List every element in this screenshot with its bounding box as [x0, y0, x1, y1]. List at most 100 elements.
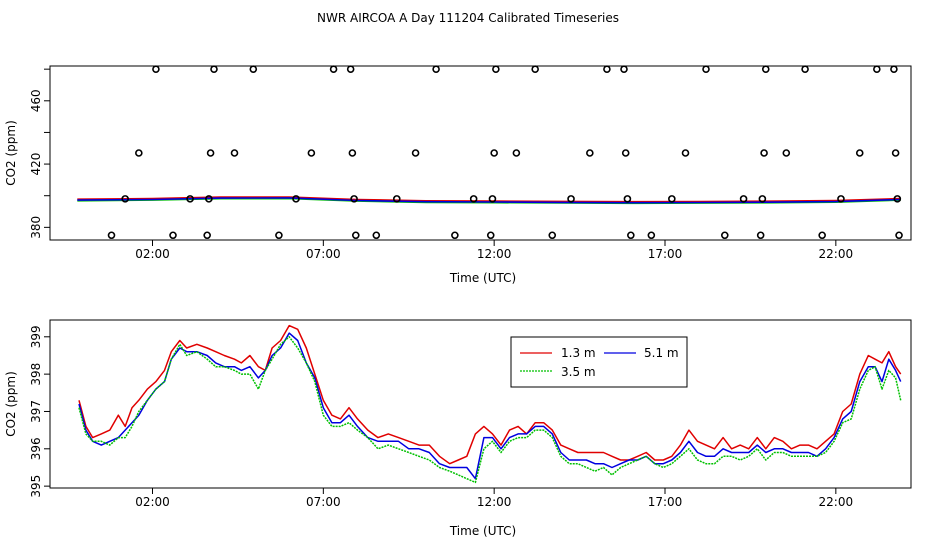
- x-tick-label: 17:00: [648, 495, 683, 509]
- scatter-point: [782, 149, 791, 157]
- legend-label-5-1m: 5.1 m: [644, 346, 679, 360]
- scatter-point: [135, 149, 143, 157]
- scatter-point: [739, 195, 748, 203]
- x-tick-label: 12:00: [477, 247, 512, 261]
- scatter-point: [469, 195, 478, 203]
- y-tick-label: 380: [29, 216, 43, 239]
- scatter-point: [668, 195, 676, 203]
- y-tick-label: 420: [29, 153, 43, 176]
- scatter-point: [548, 231, 557, 240]
- scatter-point: [720, 231, 729, 240]
- series-line-5-1m: [78, 332, 902, 480]
- scatter-point: [169, 231, 177, 240]
- scatter-point: [531, 65, 539, 73]
- scatter-point: [647, 231, 656, 240]
- scatter-point: [890, 65, 898, 73]
- scatter-point: [893, 195, 902, 203]
- scatter-point: [121, 195, 129, 203]
- legend-label-3-5m: 3.5 m: [561, 365, 596, 379]
- bottom-line-panel: 02:00 07:00 12:00 17:00 22:00 39539639739839…: [4, 319, 912, 538]
- scatter-point: [621, 149, 630, 157]
- scatter-point: [348, 149, 357, 157]
- scatter-point: [203, 231, 211, 240]
- scatter-point: [107, 231, 116, 240]
- scatter-point: [292, 195, 300, 203]
- scatter-point: [627, 231, 635, 240]
- scatter-point: [186, 195, 194, 203]
- y-tick-label: 396: [29, 437, 43, 460]
- scatter-point: [275, 231, 283, 240]
- scatter-point: [490, 149, 498, 157]
- bottom-series-lines: [78, 324, 902, 484]
- scatter-point: [761, 65, 770, 73]
- bottom-y-axis-label: CO2 (ppm): [4, 371, 18, 437]
- scatter-point: [230, 149, 239, 157]
- scatter-point: [249, 65, 258, 73]
- scatter-point: [152, 65, 160, 73]
- legend-box: [510, 336, 688, 388]
- y-tick-label: 397: [29, 400, 43, 423]
- scatter-point: [623, 195, 632, 203]
- legend-label-1-3m: 1.3 m: [561, 346, 596, 360]
- scatter-point: [620, 65, 628, 73]
- x-tick-label: 02:00: [135, 495, 170, 509]
- top-x-axis: 02:00 07:00 12:00 17:00 22:00: [135, 240, 853, 261]
- scatter-point: [329, 65, 338, 73]
- top-x-axis-label: Time (UTC): [449, 271, 516, 285]
- scatter-point: [488, 195, 497, 203]
- scatter-point: [756, 231, 765, 240]
- top-scatter-points: [107, 65, 903, 240]
- bottom-y-axis: 395 396 397 398 399: [29, 325, 50, 498]
- x-tick-label: 07:00: [306, 495, 341, 509]
- bottom-x-axis-label: Time (UTC): [449, 524, 516, 538]
- scatter-point: [586, 149, 594, 157]
- scatter-point: [837, 195, 845, 203]
- scatter-point: [855, 149, 864, 157]
- y-tick-label: 395: [29, 475, 43, 498]
- scatter-point: [205, 195, 213, 203]
- x-tick-label: 12:00: [477, 495, 512, 509]
- scatter-point: [702, 65, 710, 73]
- scatter-point: [372, 231, 381, 240]
- scatter-point: [210, 65, 218, 73]
- series-line-1-3m: [78, 324, 902, 465]
- scatter-point: [432, 65, 440, 73]
- scatter-point: [206, 149, 215, 157]
- top-plot-frame: [49, 65, 912, 241]
- scatter-point: [873, 65, 881, 73]
- scatter-point: [350, 195, 358, 203]
- scatter-point: [307, 149, 316, 157]
- scatter-point: [818, 231, 826, 240]
- scatter-point: [681, 149, 690, 157]
- scatter-point: [758, 195, 767, 203]
- scatter-point: [603, 65, 611, 73]
- scatter-point: [801, 65, 809, 73]
- top-y-axis-label: CO2 (ppm): [4, 120, 18, 186]
- x-tick-label: 17:00: [648, 247, 683, 261]
- scatter-point: [346, 65, 355, 73]
- top-y-axis: 380 420 460: [29, 68, 50, 239]
- top-scatter-panel: 02:00 07:00 12:00 17:00 22:00 380 420 460 Time…: [4, 65, 912, 285]
- scatter-point: [512, 149, 521, 157]
- x-tick-label: 22:00: [819, 495, 854, 509]
- scatter-point: [891, 149, 900, 157]
- figure-title: NWR AIRCOA A Day 111204 Calibrated Times…: [317, 11, 619, 25]
- x-tick-label: 22:00: [819, 247, 854, 261]
- scatter-point: [492, 65, 500, 73]
- scatter-point: [392, 195, 401, 203]
- y-tick-label: 399: [29, 325, 43, 348]
- bottom-x-axis: 02:00 07:00 12:00 17:00 22:00: [135, 488, 853, 509]
- scatter-point: [411, 149, 420, 157]
- series-line-3-5m: [78, 336, 902, 484]
- y-tick-label: 398: [29, 363, 43, 386]
- scatter-point: [351, 231, 360, 240]
- scatter-point: [567, 195, 575, 203]
- y-tick-label: 460: [29, 89, 43, 112]
- scatter-point: [451, 231, 459, 240]
- x-tick-label: 02:00: [135, 247, 170, 261]
- legend: 1.3 m 5.1 m 3.5 m: [510, 336, 688, 388]
- scatter-point: [760, 149, 768, 157]
- scatter-point: [486, 231, 495, 240]
